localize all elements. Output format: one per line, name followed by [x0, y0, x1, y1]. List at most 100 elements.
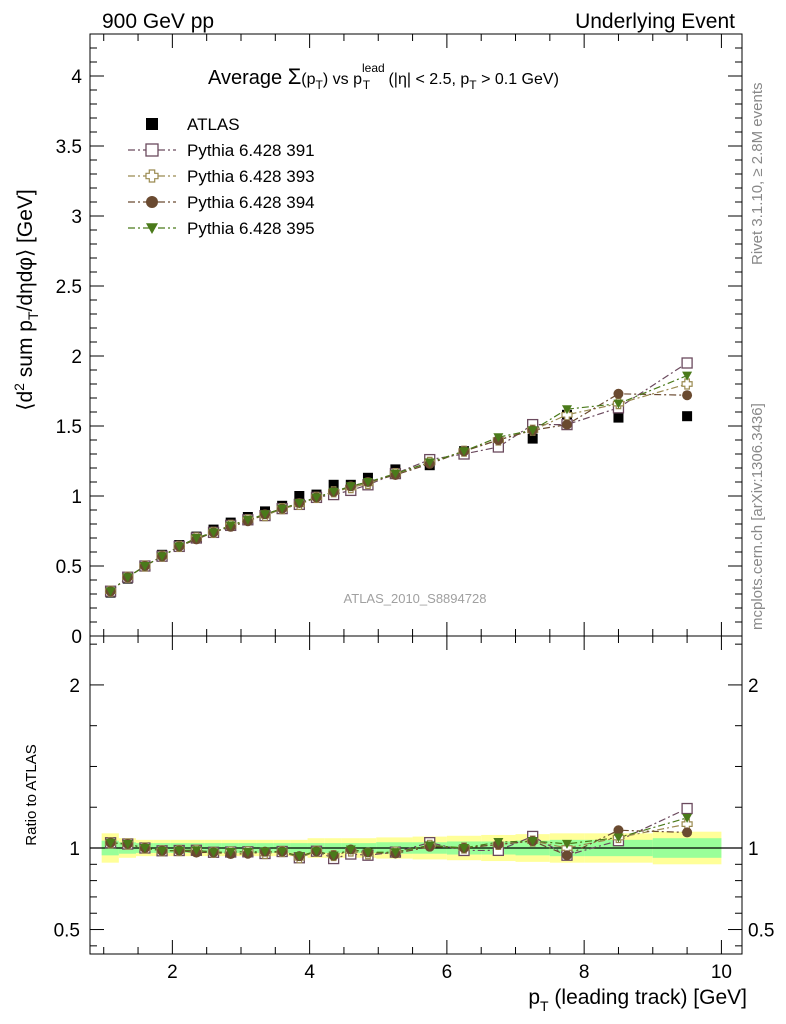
ratio-point-4	[362, 848, 373, 858]
legend: ATLAS Pythia 6.428 391 Pythia 6.428 393 Pyt…	[128, 115, 315, 238]
series-line-2	[110, 383, 688, 592]
ratio-point-4	[260, 847, 271, 857]
y-tick-label: 1	[71, 487, 82, 508]
data-point-4	[682, 371, 693, 381]
data-point-4	[242, 515, 253, 525]
data-point-0	[682, 411, 693, 422]
ratio-point-3	[561, 850, 572, 861]
y-tick-label: 0.5	[56, 557, 82, 578]
analysis-watermark: ATLAS_2010_S8894728	[344, 591, 487, 606]
ratio-point-4	[294, 852, 305, 862]
data-point-4	[459, 447, 470, 457]
ratio-point-4	[459, 844, 470, 853]
x-tick-label: 4	[304, 962, 315, 983]
data-point-4	[328, 487, 339, 497]
ratio-y-tick-label-right: 0.5	[748, 921, 774, 942]
data-point-2	[681, 378, 693, 390]
ratio-point-4	[493, 838, 504, 848]
legend-marker	[146, 196, 158, 208]
ratio-point-4	[613, 833, 624, 843]
data-point-0	[328, 479, 339, 490]
y-tick-label: 2.5	[56, 277, 82, 298]
ratio-axis-label: Ratio to ATLAS	[23, 744, 40, 845]
ratio-point-4	[208, 848, 219, 858]
data-point-1	[681, 357, 693, 369]
y-tick-label: 2	[71, 347, 82, 368]
data-point-4	[122, 573, 133, 583]
y-axis-label: ⟨d2 sum pT/dηdφ⟩ [GeV]	[11, 189, 41, 410]
ratio-point-4	[390, 848, 401, 858]
data-point-4	[311, 493, 322, 503]
legend-label: Pythia 6.428 393	[187, 167, 315, 186]
ratio-point-4	[682, 813, 693, 823]
y-tick-label: 3.5	[56, 137, 82, 158]
legend-label: Pythia 6.428 395	[187, 219, 315, 238]
ratio-point-3	[682, 827, 693, 838]
ratio-point-4	[561, 839, 572, 849]
data-point-4	[225, 521, 236, 531]
data-point-4	[208, 528, 219, 538]
ratio-point-4	[311, 847, 322, 857]
ratio-panel-frame	[89, 635, 743, 955]
data-point-2	[561, 409, 573, 421]
x-tick-label: 6	[442, 962, 453, 983]
plot-title: Average Σ(pT) vs plead T (|η| < 2.5, pT >…	[208, 61, 559, 92]
x-tick-label: 8	[579, 962, 590, 983]
data-point-4	[260, 510, 271, 520]
ratio-point-4	[225, 848, 236, 858]
x-tick-label: 2	[167, 962, 178, 983]
ratio-point-4	[174, 846, 185, 856]
data-point-4	[561, 405, 572, 415]
data-point-4	[390, 469, 401, 479]
data-point-4	[527, 426, 538, 436]
legend-label: Pythia 6.428 394	[187, 193, 315, 212]
header-left: 900 GeV pp	[102, 10, 214, 33]
ratio-point-4	[277, 847, 288, 857]
ratio-point-4	[157, 846, 168, 856]
ratio-point-4	[105, 838, 116, 848]
data-point-4	[157, 552, 168, 562]
legend-label: ATLAS	[187, 115, 240, 134]
ratio-y-tick-label: 1	[69, 839, 80, 860]
ratio-y-tick-label-right: 2	[748, 676, 759, 697]
ratio-point-4	[242, 847, 253, 857]
mcplots-label: mcplots.cern.ch [arXiv:1306.3436]	[749, 403, 766, 630]
ratio-point-4	[122, 840, 133, 850]
legend-marker	[146, 223, 158, 234]
data-point-0	[294, 491, 305, 501]
legend-label: Pythia 6.428 391	[187, 141, 315, 160]
ratio-point-4	[345, 845, 356, 855]
legend-marker	[145, 169, 159, 183]
y-tick-label: 4	[71, 67, 82, 88]
data-point-4	[105, 587, 116, 597]
data-point-4	[277, 504, 288, 514]
data-point-3	[613, 388, 624, 399]
data-point-4	[139, 562, 150, 571]
ratio-y-tick-label: 2	[69, 676, 80, 697]
data-point-0	[613, 412, 624, 423]
ratio-point-3	[613, 825, 624, 836]
ratio-point-1	[681, 802, 693, 815]
y-tick-label: 0	[71, 627, 82, 648]
rivet-label: Rivet 3.1.10, ≥ 2.8M events	[749, 83, 766, 266]
data-point-4	[362, 478, 373, 487]
legend-marker	[145, 143, 159, 157]
data-point-4	[424, 458, 435, 468]
data-point-4	[191, 534, 202, 543]
data-point-3	[682, 390, 693, 401]
series-line-3	[110, 393, 688, 592]
legend-marker	[146, 118, 158, 130]
ratio-point-4	[527, 837, 538, 847]
data-point-0	[527, 433, 538, 444]
data-point-4	[174, 542, 185, 552]
data-point-4	[345, 482, 356, 492]
data-point-3	[561, 419, 572, 430]
header-right: Underlying Event	[575, 10, 735, 33]
data-point-4	[294, 499, 305, 508]
ratio-point-4	[424, 841, 435, 851]
ratio-y-tick-label-right: 1	[748, 839, 759, 860]
ratio-y-tick-label: 0.5	[54, 921, 80, 942]
x-axis-label: pT (leading track) [GeV]	[528, 986, 747, 1014]
ratio-point-4	[139, 844, 150, 853]
